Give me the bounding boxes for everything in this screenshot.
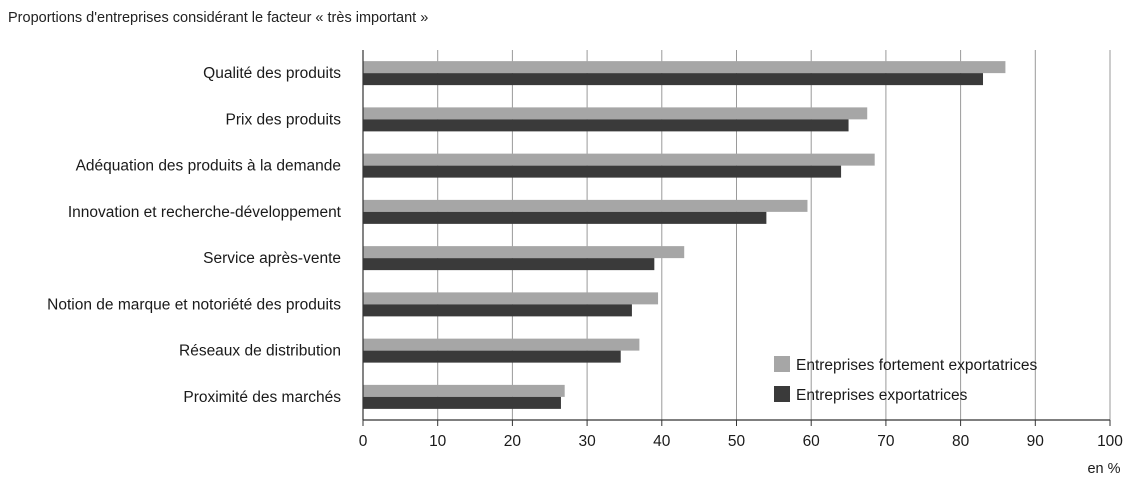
category-label: Adéquation des produits à la demande [76, 158, 341, 175]
x-tick-label: 60 [803, 433, 821, 450]
x-tick-label: 0 [359, 433, 368, 450]
x-tick-label: 50 [728, 433, 746, 450]
bar-exporting [363, 396, 561, 409]
x-tick-label: 40 [653, 433, 671, 450]
bar-strongly-exporting [363, 199, 808, 212]
category-label: Prix des produits [226, 111, 342, 128]
x-tick-label: 80 [952, 433, 970, 450]
bar-exporting [363, 304, 632, 317]
category-label: Réseaux de distribution [179, 343, 341, 360]
x-tick-label: 10 [429, 433, 447, 450]
bar-strongly-exporting [363, 246, 685, 259]
legend-label: Entreprises exportatrices [796, 387, 968, 404]
bar-exporting [363, 258, 655, 271]
x-axis-unit-label: en % [1087, 461, 1120, 477]
bar-exporting [363, 350, 621, 363]
x-tick-label: 100 [1097, 433, 1123, 450]
bar-exporting [363, 119, 849, 132]
legend-swatch [774, 386, 790, 402]
bar-strongly-exporting [363, 153, 875, 166]
bar-strongly-exporting [363, 61, 1006, 74]
x-tick-label: 90 [1027, 433, 1045, 450]
category-labels: Qualité des produits Prix des produits Adé… [47, 65, 342, 406]
x-tick-label: 70 [877, 433, 895, 450]
bar-exporting [363, 211, 767, 224]
bar-strongly-exporting [363, 292, 659, 305]
bar-exporting [363, 165, 842, 178]
bar-strongly-exporting [363, 107, 868, 120]
category-label: Notion de marque et notoriété des produi… [47, 296, 341, 313]
bar-strongly-exporting [363, 338, 640, 351]
chart-title: Proportions d'entreprises considérant le… [8, 10, 429, 26]
legend-label: Entreprises fortement exportatrices [796, 357, 1037, 374]
bar-exporting [363, 73, 984, 86]
category-label: Innovation et recherche-développement [68, 204, 342, 221]
x-tick-label: 20 [504, 433, 522, 450]
legend-swatch [774, 356, 790, 372]
category-label: Service après-vente [203, 250, 341, 267]
axes [362, 50, 1110, 421]
x-tick-labels: 0 10 20 30 40 50 60 70 80 90 100 [359, 433, 1124, 450]
bars [363, 61, 1006, 409]
legend: Entreprises fortement exportatrices Entre… [774, 356, 1037, 404]
category-label: Qualité des produits [203, 65, 341, 82]
bar-strongly-exporting [363, 384, 565, 397]
x-tick-label: 30 [578, 433, 596, 450]
category-label: Proximité des marchés [183, 389, 341, 406]
